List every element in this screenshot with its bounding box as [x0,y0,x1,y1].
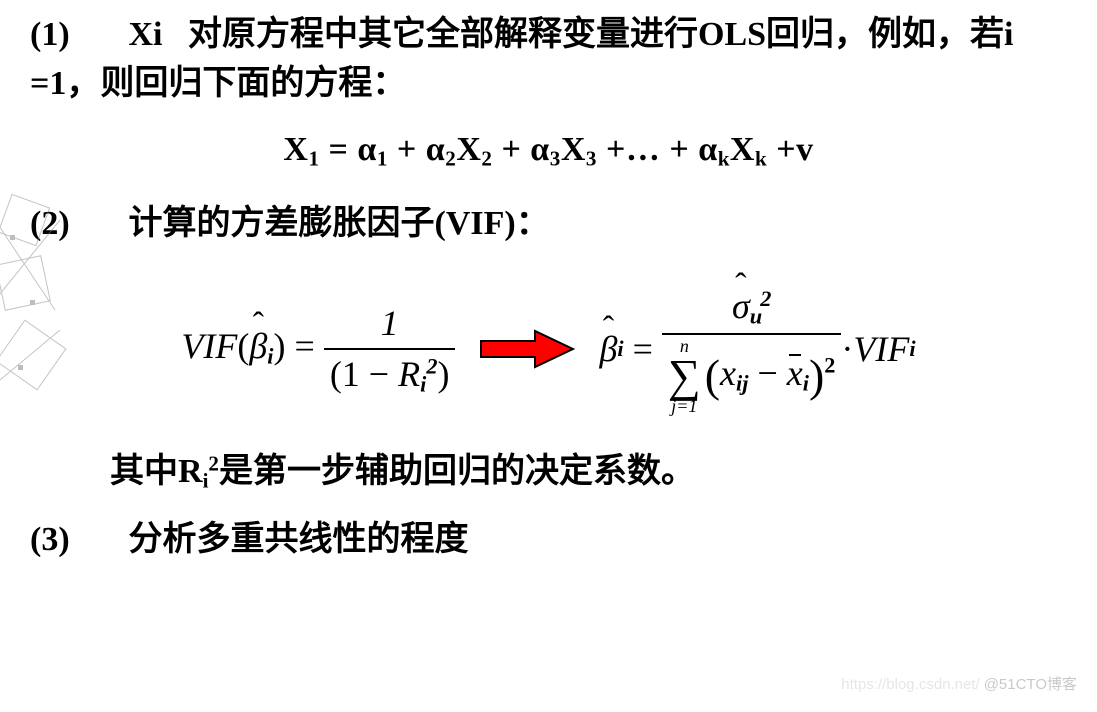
summation: n ∑ j=1 [668,337,701,415]
x-bar: x [787,351,803,396]
den-close: ) [437,354,449,394]
r-squared-note: 其中Ri2是第一步辅助回归的决定系数。 [110,443,1067,493]
eq-sub1: 1 [308,146,319,170]
eq-s3: 3 [586,146,597,170]
vif-r-sub: i [909,336,915,362]
eq-a2: 2 [445,146,456,170]
xbar: x [787,353,803,393]
sum-bot: n ∑ j=1 (xij − xi)2 [662,337,842,415]
eq-x: X [283,131,308,168]
eq-eq: = α [320,131,377,168]
frac-bot-1: (1 − Ri2) [324,352,456,398]
eq-ak: k [718,146,730,170]
sigma-sup: 2 [760,286,771,311]
variance-fraction: σu2 n ∑ j=1 (xij − xi)2 [662,284,842,414]
item-2-text: 计算的方差膨胀因子(VIF)： [129,205,550,242]
regression-equation: X1 = α1 + α2X2 + α3X3 +… + αkXk +v [30,131,1067,171]
xij: x [720,353,736,393]
item-1-xi: Xi [129,16,163,53]
den-open: (1 − [330,354,398,394]
beta-l: β [249,326,267,366]
beta-hat-right: β [599,328,617,370]
sum-term: (xij − xi)2 [705,347,836,405]
xij-sub: ij [736,370,748,395]
item-3-label: (3) [30,515,120,564]
vif-left: VIF(βi) = 1 (1 − Ri2) [181,301,455,398]
item-1: (1) Xi 对原方程中其它全部解释变量进行OLS回归，例如，若i =1，则回归… [30,10,1067,109]
minus: − [748,353,786,393]
item-2: (2) 计算的方差膨胀因子(VIF)： [30,199,1067,248]
eq-p1: + α [388,131,445,168]
item-1-label: (1) [30,10,120,59]
R: R [398,354,420,394]
paren-close: ) [809,350,824,401]
item-3: (3) 分析多重共线性的程度 [30,515,1067,564]
paren-open: ( [705,350,720,401]
dot: · [841,328,853,370]
note-post: 是第一步辅助回归的决定系数。 [219,453,695,490]
beta-hat-left: β [249,325,267,367]
vif-label: VIF [181,326,237,366]
watermark-text: @51CTO博客 [984,676,1077,693]
eq-x2: X [456,131,481,168]
beta-r: β [599,329,617,369]
eq-sk: k [755,146,767,170]
eq-a3: 3 [550,146,561,170]
note-sup: 2 [208,451,219,475]
arrow-icon [479,329,575,369]
sum-bottom: j=1 [671,397,697,415]
item-3-text: 分析多重共线性的程度 [129,521,469,558]
vif-r-label: VIF [853,328,909,370]
R-sup: 2 [426,353,437,378]
eq-tail: +v [767,131,813,168]
vif-fraction: 1 (1 − Ri2) [324,301,456,398]
note-pre: 其中R [110,453,203,490]
vif-formula: VIF(βi) = 1 (1 − Ri2) βi = σu2 [30,284,1067,414]
watermark-url: https://blog.csdn.net/ [841,676,979,693]
sigma-symbol: ∑ [668,353,701,399]
eq-p2: + α [492,131,549,168]
sigma: σ [732,286,750,326]
sq: 2 [824,353,835,378]
sigma-top: σu2 [726,284,777,330]
watermark: https://blog.csdn.net/ @51CTO博客 [841,673,1077,694]
frac-top-1: 1 [375,301,405,346]
item-1-text: 对原方程中其它全部解释变量进行OLS回归，例如，若i =1，则回归下面的方程： [30,16,1013,102]
eq-s2: 2 [481,146,492,170]
vif-right: βi = σu2 n ∑ j=1 (xij − xi)2 [599,284,915,414]
sigma-hat: σ [732,284,750,329]
eq-x3: X [561,131,586,168]
eq-xk: X [730,131,755,168]
item-2-label: (2) [30,199,120,248]
slide-page: (1) Xi 对原方程中其它全部解释变量进行OLS回归，例如，若i =1，则回归… [0,0,1097,712]
eq-a1: 1 [377,146,388,170]
eq-dots: +… + α [597,131,718,168]
